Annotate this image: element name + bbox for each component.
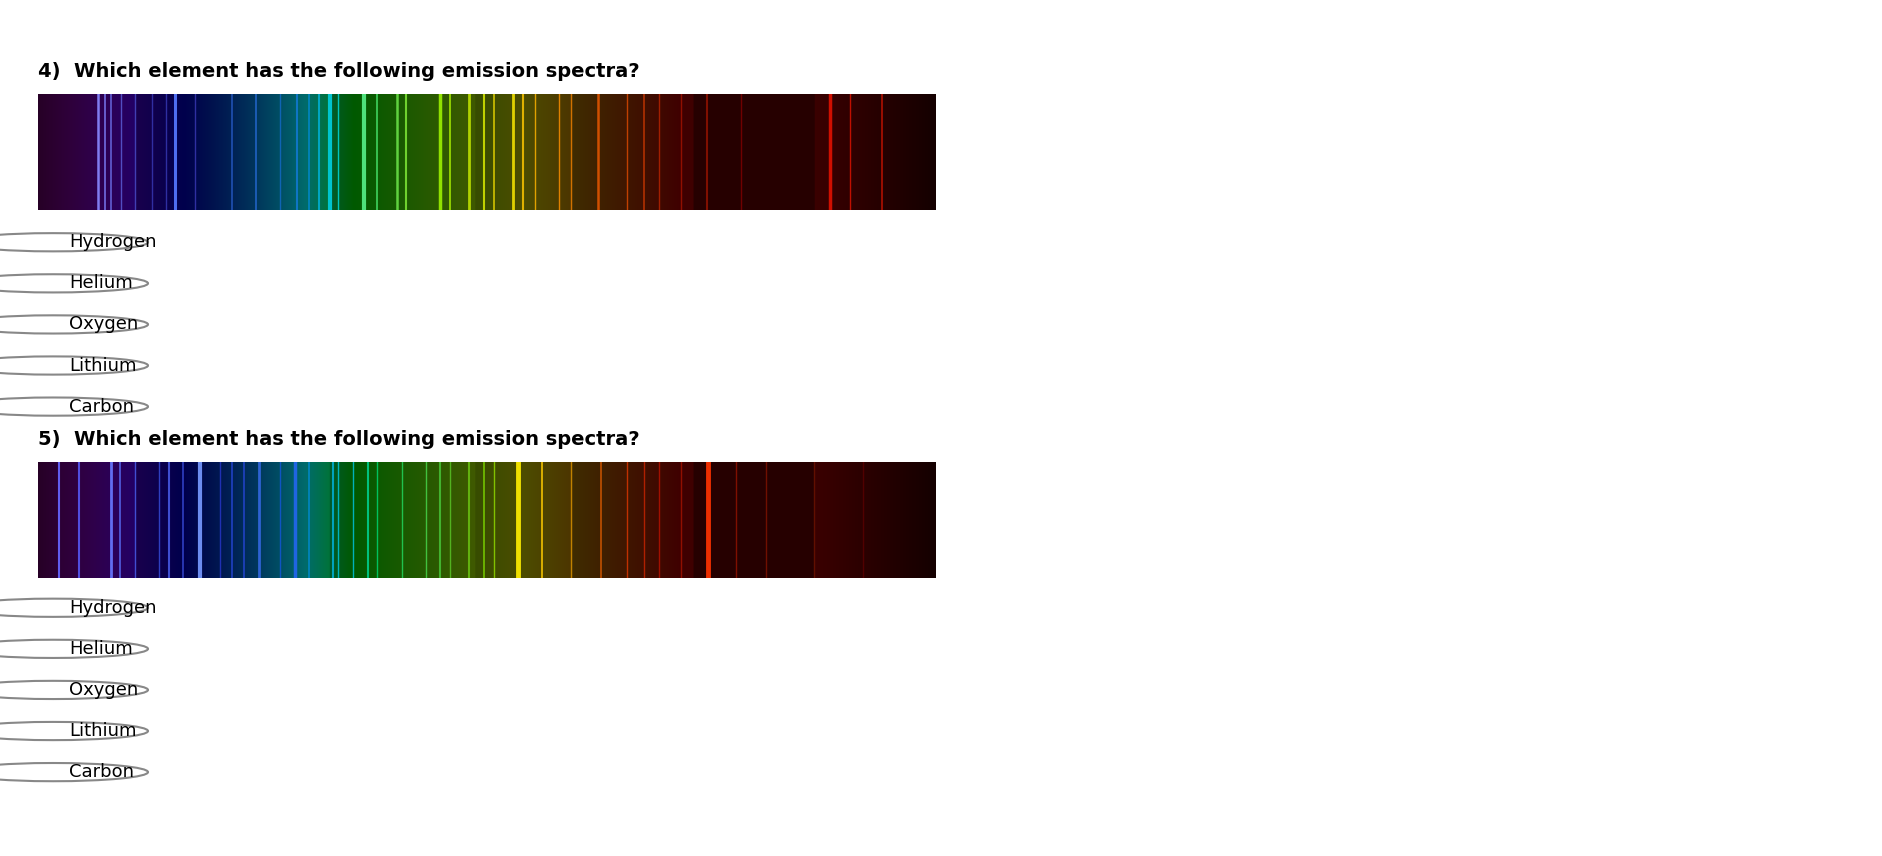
Text: Helium: Helium bbox=[70, 639, 134, 658]
Text: 4)  Which element has the following emission spectra?: 4) Which element has the following emiss… bbox=[38, 62, 640, 81]
Text: Hydrogen: Hydrogen bbox=[70, 598, 156, 617]
Text: Carbon: Carbon bbox=[70, 763, 134, 782]
Text: Hydrogen: Hydrogen bbox=[70, 233, 156, 252]
Text: Helium: Helium bbox=[70, 274, 134, 293]
Text: Oxygen: Oxygen bbox=[70, 315, 137, 334]
Text: 5)  Which element has the following emission spectra?: 5) Which element has the following emiss… bbox=[38, 431, 640, 449]
Text: Oxygen: Oxygen bbox=[70, 681, 137, 699]
Text: Lithium: Lithium bbox=[70, 356, 137, 375]
Text: Carbon: Carbon bbox=[70, 397, 134, 416]
Text: Lithium: Lithium bbox=[70, 722, 137, 740]
